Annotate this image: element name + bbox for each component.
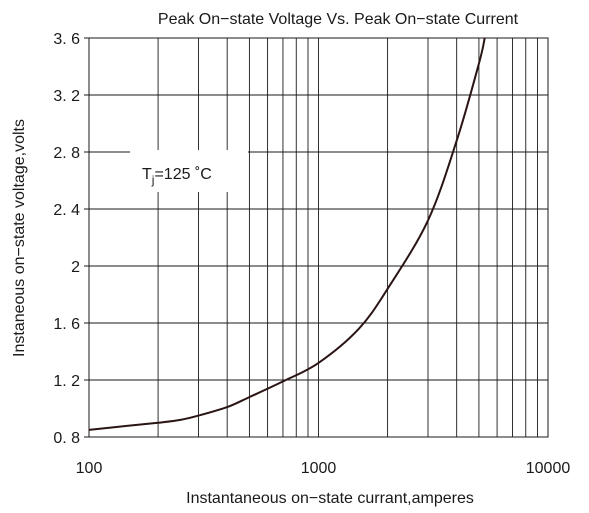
temperature-annotation: Tj=125 ˚C xyxy=(130,150,248,192)
annotation-text: Tj=125 ˚C xyxy=(142,166,212,187)
annotation-rest: =125 ˚C xyxy=(154,166,211,183)
x-axis-label: Instantaneous on−state currant,amperes xyxy=(186,490,474,507)
grid xyxy=(88,37,548,438)
y-axis-label: Instaneous on−state voltage,volts xyxy=(11,119,28,357)
x-axis: 100 1000 10000 xyxy=(76,460,571,477)
chart-title: Peak On−state Voltage Vs. Peak On−state … xyxy=(158,11,519,28)
x-tick-label: 10000 xyxy=(526,460,571,477)
y-tick-label: 2. 4 xyxy=(53,202,80,219)
y-tick-label: 3. 6 xyxy=(53,31,80,48)
x-tick-label: 1000 xyxy=(301,460,337,477)
y-axis: 3. 6 3. 2 2. 8 2. 4 2 1. 6 1. 2 0. 8 xyxy=(53,31,89,447)
y-tick-label: 0. 8 xyxy=(53,430,80,447)
series-line xyxy=(88,37,486,431)
x-tick-label: 100 xyxy=(76,460,103,477)
y-tick-label: 3. 2 xyxy=(53,88,80,105)
annotation-box xyxy=(130,150,248,192)
y-tick-label: 2. 8 xyxy=(53,145,80,162)
plot-frame xyxy=(88,37,549,438)
annotation-subscript: j xyxy=(151,173,155,187)
annotation-base: T xyxy=(142,166,152,183)
y-tick-label: 1. 6 xyxy=(53,316,80,333)
y-tick-label: 1. 2 xyxy=(53,373,80,390)
y-tick-label: 2 xyxy=(71,259,80,276)
